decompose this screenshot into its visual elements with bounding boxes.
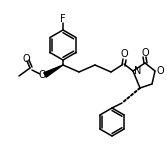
Text: O: O (156, 66, 164, 76)
Text: O: O (120, 49, 128, 59)
Text: O: O (141, 48, 149, 58)
Text: O: O (22, 54, 30, 64)
Text: N: N (134, 66, 141, 76)
Text: F: F (60, 14, 66, 24)
Polygon shape (44, 65, 63, 77)
Text: O: O (38, 70, 46, 80)
